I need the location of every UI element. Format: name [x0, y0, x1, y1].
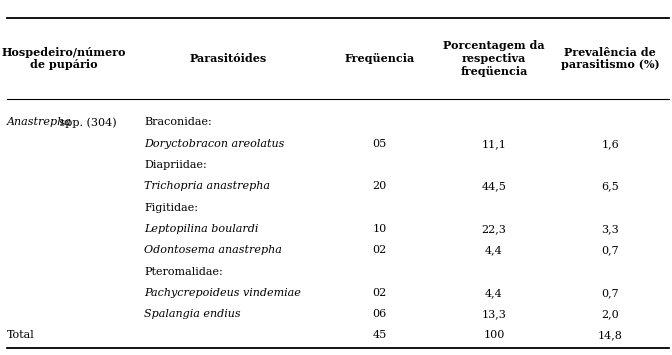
Text: 06: 06: [372, 309, 387, 319]
Text: Figitidae:: Figitidae:: [144, 203, 198, 213]
Text: 1,6: 1,6: [601, 139, 619, 149]
Text: 0,7: 0,7: [601, 245, 619, 255]
Text: Leptopilina boulardi: Leptopilina boulardi: [144, 224, 259, 234]
Text: 44,5: 44,5: [481, 181, 507, 191]
Text: Odontosema anastrepha: Odontosema anastrepha: [144, 245, 282, 255]
Text: 100: 100: [483, 331, 505, 340]
Text: 3,3: 3,3: [601, 224, 619, 234]
Text: 6,5: 6,5: [601, 181, 619, 191]
Text: Diapriidae:: Diapriidae:: [144, 160, 207, 170]
Text: 13,3: 13,3: [481, 309, 507, 319]
Text: 02: 02: [372, 245, 387, 255]
Text: 20: 20: [372, 181, 387, 191]
Text: Prevalência de
parasitismo (%): Prevalência de parasitismo (%): [561, 47, 659, 71]
Text: Spalangia endius: Spalangia endius: [144, 309, 241, 319]
Text: Pteromalidae:: Pteromalidae:: [144, 267, 223, 277]
Text: Doryctobracon areolatus: Doryctobracon areolatus: [144, 139, 285, 149]
Text: spp. (304): spp. (304): [56, 117, 116, 128]
Text: 45: 45: [372, 331, 387, 340]
Text: 14,8: 14,8: [597, 331, 623, 340]
Text: Braconidae:: Braconidae:: [144, 118, 212, 127]
Text: Hospedeiro/número
de pupário: Hospedeiro/número de pupário: [1, 47, 126, 71]
Text: 22,3: 22,3: [481, 224, 507, 234]
Text: Anastrepha: Anastrepha: [7, 118, 72, 127]
Text: Freqüencia: Freqüencia: [345, 53, 415, 64]
Text: 02: 02: [372, 288, 387, 298]
Text: 4,4: 4,4: [485, 288, 503, 298]
Text: 11,1: 11,1: [481, 139, 507, 149]
Text: 0,7: 0,7: [601, 288, 619, 298]
Text: Porcentagem da
respectiva
freqüencia: Porcentagem da respectiva freqüencia: [443, 40, 545, 77]
Text: 05: 05: [372, 139, 387, 149]
Text: Parasitóides: Parasitóides: [190, 53, 267, 64]
Text: 4,4: 4,4: [485, 245, 503, 255]
Text: 2,0: 2,0: [601, 309, 619, 319]
Text: Trichopria anastrepha: Trichopria anastrepha: [144, 181, 270, 191]
Text: Pachycrepoideus vindemiae: Pachycrepoideus vindemiae: [144, 288, 301, 298]
Text: 10: 10: [372, 224, 387, 234]
Text: Total: Total: [7, 331, 34, 340]
